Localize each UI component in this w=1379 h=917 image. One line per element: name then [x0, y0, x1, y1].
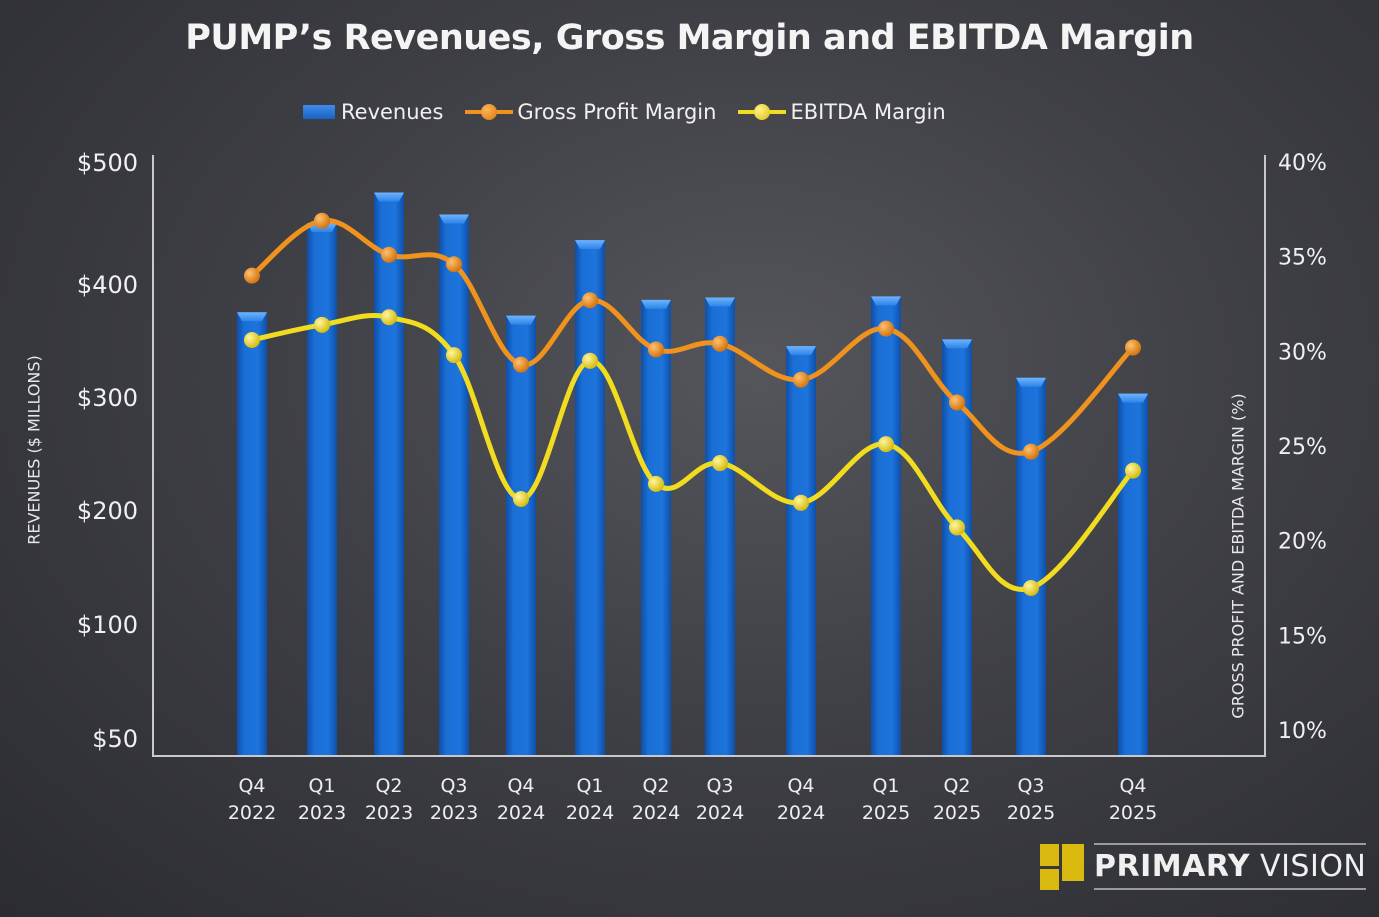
gross-margin-point	[314, 212, 330, 229]
revenue-bar	[641, 299, 671, 756]
x-tick-quarter: Q4	[1119, 775, 1146, 797]
legend-label-gross-margin: Gross Profit Margin	[517, 100, 717, 124]
x-tick-year: 2024	[696, 802, 744, 824]
gross-margin-point	[878, 320, 894, 337]
revenue-bar	[1118, 393, 1148, 756]
legend-item-ebitda-margin: EBITDA Margin	[738, 100, 946, 124]
ebitda-margin-point	[314, 316, 330, 333]
x-tick-quarter: Q3	[440, 775, 467, 797]
x-tick-year: 2025	[862, 802, 910, 824]
x-tick-quarter: Q2	[943, 775, 970, 797]
primary-vision-logo: PRIMARY VISION	[1040, 843, 1367, 890]
gross-margin-point	[1023, 443, 1039, 460]
revenue-bar	[307, 223, 337, 756]
axis-lines	[152, 155, 1266, 757]
x-tick-year: 2024	[632, 802, 680, 824]
x-tick-year: 2025	[933, 802, 981, 824]
revenue-bar	[237, 312, 267, 756]
ebitda-margin-point	[244, 331, 260, 348]
x-tick-quarter: Q1	[872, 775, 899, 797]
y-tick-right: 15%	[1278, 624, 1327, 649]
x-tick-quarter: Q2	[642, 775, 669, 797]
x-tick-quarter: Q2	[375, 775, 402, 797]
ebitda-margin-point	[513, 491, 529, 508]
x-tick-quarter: Q3	[706, 775, 733, 797]
y-tick-left: $50	[92, 725, 138, 753]
revenues-swatch-icon	[303, 105, 335, 119]
ebitda-margin-point	[582, 352, 598, 369]
y-tick-right: 20%	[1278, 530, 1327, 555]
x-tick-year: 2024	[777, 802, 825, 824]
ebitda-margin-point	[1023, 580, 1039, 596]
gross-margin-point	[1125, 339, 1141, 356]
y-tick-left: $200	[77, 497, 138, 525]
revenue-bar	[439, 214, 469, 756]
x-tick-quarter: Q1	[576, 775, 603, 797]
gross-margin-point	[244, 267, 260, 284]
legend-label-revenues: Revenues	[341, 100, 444, 124]
y-tick-left: $500	[77, 149, 138, 177]
x-tick-year: 2023	[365, 802, 413, 824]
legend: Revenues Gross Profit Margin EBITDA Marg…	[303, 100, 968, 124]
gross-margin-point	[712, 335, 728, 352]
revenue-bar	[705, 297, 735, 756]
legend-label-ebitda-margin: EBITDA Margin	[790, 100, 946, 124]
logo-text: PRIMARY VISION	[1094, 843, 1367, 890]
ebitda-margin-point	[878, 436, 894, 453]
ebitda-margin-point	[648, 475, 664, 492]
gross-margin-point	[513, 356, 529, 373]
gross-margin-swatch-icon	[465, 102, 514, 122]
legend-item-revenues: Revenues	[303, 100, 443, 124]
x-tick-year: 2023	[430, 802, 478, 824]
ebitda-margin-point	[949, 519, 965, 536]
x-tick-quarter: Q4	[238, 775, 265, 797]
gross-margin-point	[582, 292, 598, 309]
y-tick-right: 40%	[1278, 151, 1327, 176]
y-tick-right: 10%	[1278, 719, 1327, 744]
gross-margin-point	[949, 394, 965, 411]
y-tick-left: $300	[77, 384, 138, 412]
x-tick-year: 2025	[1007, 802, 1055, 824]
x-tick-quarter: Q1	[308, 775, 335, 797]
ebitda-margin-point	[446, 347, 462, 364]
x-tick-year: 2022	[228, 802, 276, 824]
revenue-bar	[506, 315, 536, 756]
y-tick-right: 25%	[1278, 435, 1327, 460]
gross-margin-point	[793, 371, 809, 388]
revenue-bar	[1016, 377, 1046, 756]
logo-text-bold: PRIMARY	[1094, 849, 1251, 884]
revenue-bar	[374, 192, 404, 756]
revenue-bar	[786, 346, 816, 756]
y-tick-left: $100	[77, 611, 138, 639]
legend-item-gross-margin: Gross Profit Margin	[465, 100, 716, 124]
x-tick-quarter: Q4	[507, 775, 534, 797]
x-tick-year: 2023	[298, 802, 346, 824]
revenue-bar	[871, 296, 901, 756]
revenue-bar	[575, 240, 605, 756]
ebitda-margin-point	[793, 494, 809, 511]
ebitda-margin-point	[712, 455, 728, 472]
x-tick-year: 2024	[497, 802, 545, 824]
logo-mark-icon	[1040, 843, 1084, 890]
ebitda-margin-point	[381, 309, 397, 326]
x-tick-quarter: Q3	[1017, 775, 1044, 797]
ebitda-margin-swatch-icon	[738, 102, 787, 122]
y-tick-right: 35%	[1278, 246, 1327, 271]
logo-text-light: VISION	[1250, 849, 1367, 884]
y-tick-left: $400	[77, 271, 138, 299]
x-tick-quarter: Q4	[787, 775, 814, 797]
gross-margin-point	[381, 246, 397, 263]
chart-title: PUMP’s Revenues, Gross Margin and EBITDA…	[185, 18, 1194, 58]
gross-margin-point	[648, 341, 664, 358]
y-tick-right: 30%	[1278, 340, 1327, 365]
gross-margin-point	[446, 256, 462, 273]
ebitda-margin-point	[1125, 462, 1141, 479]
x-tick-year: 2025	[1109, 802, 1157, 824]
x-tick-year: 2024	[566, 802, 614, 824]
